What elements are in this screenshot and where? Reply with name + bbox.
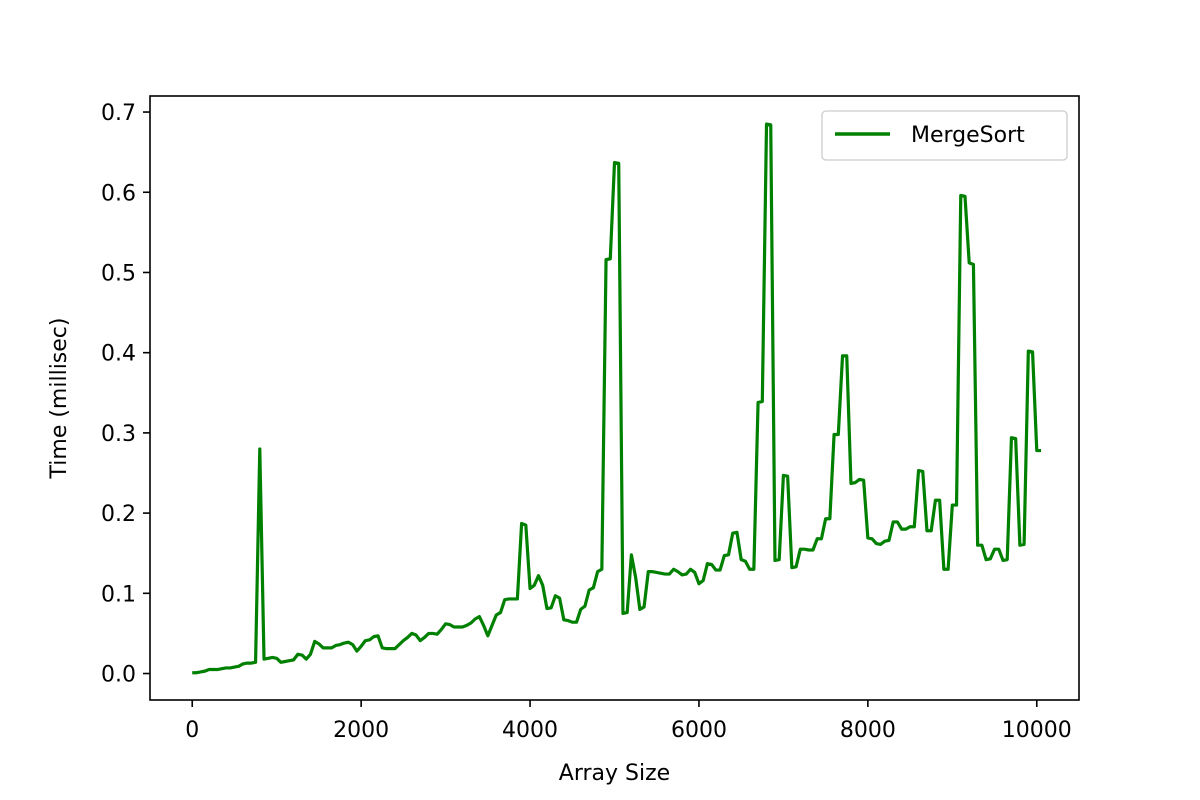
y-tick-label: 0.6 <box>101 181 136 206</box>
x-tick-label: 10000 <box>1002 718 1072 743</box>
y-tick-label: 0.0 <box>101 663 136 688</box>
y-axis-title: Time (millisec) <box>47 318 72 480</box>
y-axis: 0.0 0.1 0.2 0.3 0.4 0.5 0.6 0.7 <box>101 101 150 688</box>
y-tick-label: 0.4 <box>101 342 136 367</box>
plot-frame <box>149 95 1080 701</box>
x-tick-label: 8000 <box>840 718 896 743</box>
x-axis: 0 2000 4000 6000 8000 10000 <box>185 700 1072 743</box>
y-tick-label: 0.5 <box>101 261 136 286</box>
series-line-mergesort <box>192 122 1041 675</box>
legend: MergeSort <box>821 110 1068 161</box>
legend-label-mergesort: MergeSort <box>911 123 1025 148</box>
y-tick-label: 0.2 <box>101 502 136 527</box>
x-tick-label: 6000 <box>671 718 727 743</box>
y-tick-label: 0.3 <box>101 422 136 447</box>
y-tick-label: 0.1 <box>101 582 136 607</box>
x-tick-label: 2000 <box>333 718 389 743</box>
legend-box <box>821 110 1068 161</box>
x-tick-label: 0 <box>185 718 199 743</box>
x-axis-title: Array Size <box>559 761 670 786</box>
x-tick-label: 4000 <box>502 718 558 743</box>
y-tick-label: 0.7 <box>101 101 136 126</box>
plot-area <box>192 122 1042 675</box>
